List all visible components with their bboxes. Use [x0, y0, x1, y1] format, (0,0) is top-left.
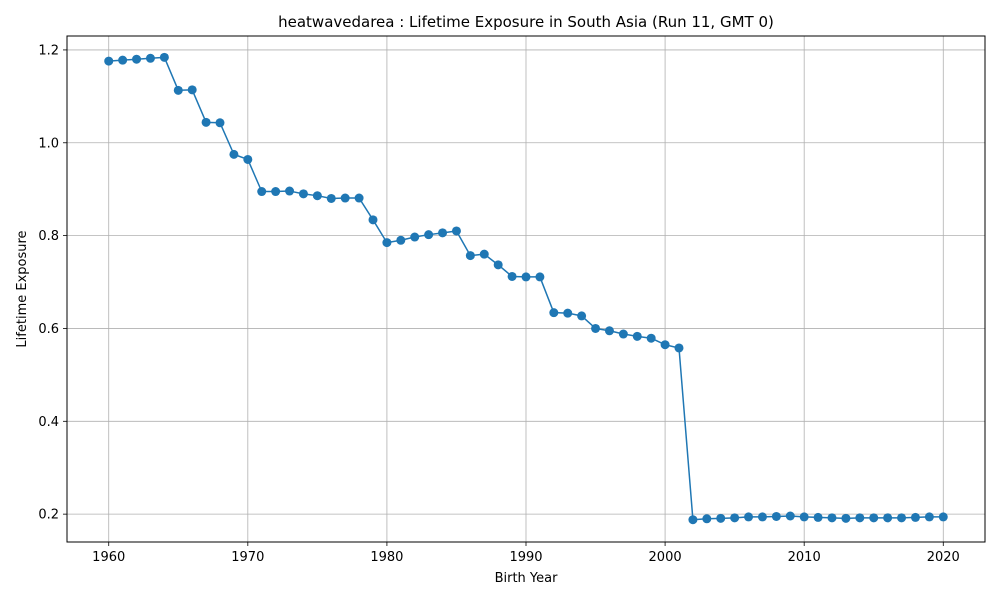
y-tick-label: 1.0: [38, 136, 59, 151]
x-tick-label: 1960: [92, 550, 125, 565]
x-tick-label: 1970: [231, 550, 264, 565]
y-axis-label: Lifetime Exposure: [15, 230, 30, 347]
y-tick-label: 0.8: [38, 229, 59, 244]
data-point: [535, 272, 545, 282]
data-point: [632, 331, 642, 341]
x-tick-label: 1990: [509, 550, 542, 565]
data-point: [507, 271, 517, 281]
data-point: [938, 512, 948, 522]
data-point: [618, 329, 628, 339]
data-point: [354, 193, 364, 203]
data-point: [591, 323, 601, 333]
y-tick-label: 1.2: [38, 43, 59, 58]
data-point: [396, 235, 406, 245]
data-series: [104, 52, 948, 525]
data-point: [340, 193, 350, 203]
data-point: [465, 251, 475, 261]
data-point: [549, 308, 559, 318]
data-point: [285, 186, 295, 196]
data-point: [243, 154, 253, 164]
data-point: [563, 308, 573, 318]
data-point: [118, 55, 128, 65]
x-axis-ticks: 1960 1970 1980 1990 2000 2010 2020: [92, 542, 960, 565]
x-tick-label: 2020: [927, 550, 960, 565]
data-point: [132, 54, 142, 64]
x-axis-label: Birth Year: [495, 571, 559, 586]
data-point: [229, 149, 239, 159]
data-point: [841, 513, 851, 523]
data-point: [674, 343, 684, 353]
data-point: [604, 326, 614, 336]
data-point: [410, 232, 420, 242]
data-point: [577, 311, 587, 321]
data-point: [438, 228, 448, 238]
data-point: [771, 511, 781, 521]
data-point: [326, 193, 336, 203]
data-point: [451, 226, 461, 236]
data-point: [382, 238, 392, 248]
data-point: [855, 513, 865, 523]
data-point: [187, 85, 197, 95]
data-point: [424, 230, 434, 240]
data-point: [799, 512, 809, 522]
x-tick-label: 2000: [649, 550, 682, 565]
data-point: [298, 189, 308, 199]
chart-title: heatwavedarea : Lifetime Exposure in Sou…: [278, 13, 774, 31]
data-point: [646, 333, 656, 343]
y-axis-ticks: 0.2 0.4 0.6 0.8 1.0 1.2: [38, 43, 67, 523]
data-point: [215, 118, 225, 128]
data-point: [730, 513, 740, 523]
data-point: [813, 512, 823, 522]
grid-lines: [67, 36, 985, 542]
data-point: [744, 512, 754, 522]
data-point: [785, 511, 795, 521]
y-tick-label: 0.4: [38, 415, 59, 430]
data-point: [521, 272, 531, 282]
x-tick-label: 1980: [370, 550, 403, 565]
data-point: [702, 514, 712, 524]
data-point: [688, 515, 698, 525]
data-point: [312, 191, 322, 201]
data-point: [897, 513, 907, 523]
data-point: [104, 56, 114, 66]
data-point: [159, 52, 169, 62]
data-point: [660, 340, 670, 350]
data-point: [869, 513, 879, 523]
data-point: [479, 249, 489, 259]
y-tick-label: 0.6: [38, 322, 59, 337]
y-tick-label: 0.2: [38, 508, 59, 523]
x-tick-label: 2010: [788, 550, 821, 565]
data-point: [910, 512, 920, 522]
data-point: [145, 53, 155, 63]
data-point: [493, 260, 503, 270]
data-point: [716, 513, 726, 523]
data-point: [201, 117, 211, 127]
data-point: [257, 187, 267, 197]
data-point: [757, 512, 767, 522]
data-point: [271, 187, 281, 197]
data-point: [827, 513, 837, 523]
data-point: [924, 512, 934, 522]
data-point: [883, 513, 893, 523]
data-point: [368, 215, 378, 225]
data-point: [173, 85, 183, 95]
